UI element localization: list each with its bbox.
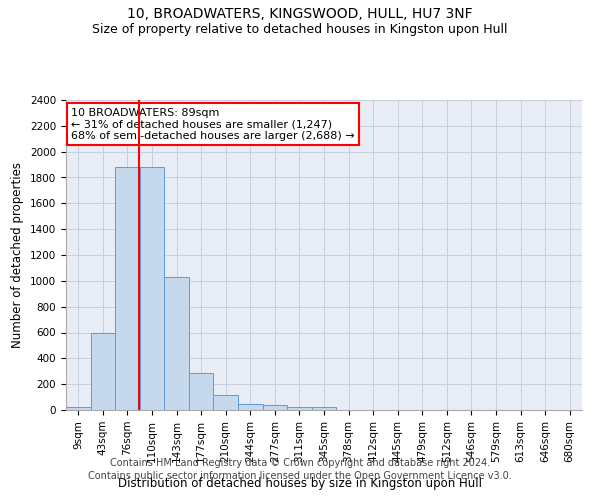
Bar	[312, 408, 336, 410]
Bar	[140, 167, 164, 410]
Text: Size of property relative to detached houses in Kingston upon Hull: Size of property relative to detached ho…	[92, 22, 508, 36]
Text: Contains HM Land Registry data © Crown copyright and database right 2024.: Contains HM Land Registry data © Crown c…	[110, 458, 490, 468]
Bar	[287, 407, 312, 410]
Bar	[189, 372, 214, 410]
Text: Distribution of detached houses by size in Kingston upon Hull: Distribution of detached houses by size …	[118, 477, 482, 490]
Bar	[238, 404, 263, 410]
Text: 10 BROADWATERS: 89sqm
← 31% of detached houses are smaller (1,247)
68% of semi-d: 10 BROADWATERS: 89sqm ← 31% of detached …	[71, 108, 355, 141]
Bar	[164, 277, 189, 410]
Text: 10, BROADWATERS, KINGSWOOD, HULL, HU7 3NF: 10, BROADWATERS, KINGSWOOD, HULL, HU7 3N…	[127, 8, 473, 22]
Y-axis label: Number of detached properties: Number of detached properties	[11, 162, 25, 348]
Bar	[66, 408, 91, 410]
Bar	[263, 405, 287, 410]
Text: Contains public sector information licensed under the Open Government Licence v3: Contains public sector information licen…	[88, 471, 512, 481]
Bar	[115, 167, 140, 410]
Bar	[214, 395, 238, 410]
Bar	[91, 332, 115, 410]
